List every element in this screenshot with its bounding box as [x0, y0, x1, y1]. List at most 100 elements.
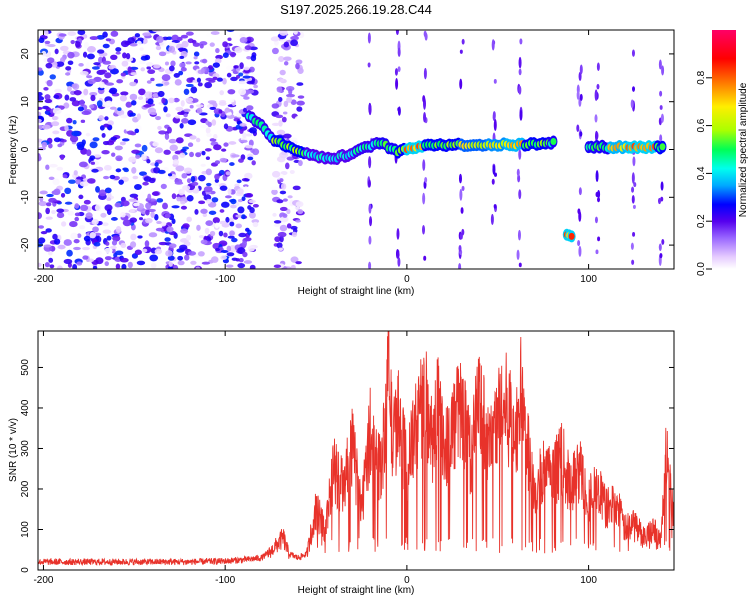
noise-speckle	[85, 132, 91, 137]
noise-speckle	[219, 90, 225, 96]
noise-speckle	[164, 133, 170, 140]
noise-speckle	[167, 126, 172, 134]
noise-speckle	[281, 116, 287, 123]
noise-speckle	[155, 227, 164, 232]
streak-speckle	[597, 197, 601, 203]
noise-speckle	[238, 232, 247, 238]
noise-speckle	[238, 72, 244, 77]
noise-speckle	[76, 141, 85, 148]
noise-speckle	[206, 198, 212, 204]
signal-point	[550, 137, 557, 145]
noise-speckle	[44, 262, 50, 268]
streak-speckle	[461, 38, 465, 45]
noise-speckle	[79, 181, 89, 187]
noise-speckle	[155, 45, 162, 51]
noise-speckle	[168, 138, 177, 144]
noise-speckle	[141, 153, 147, 161]
noise-speckle	[183, 241, 191, 247]
y-tick-label: -20	[20, 237, 31, 252]
noise-speckle	[278, 247, 284, 251]
noise-speckle	[190, 175, 196, 183]
streak-speckle	[367, 179, 371, 188]
noise-speckle	[241, 214, 246, 220]
noise-speckle	[296, 106, 303, 112]
noise-speckle	[102, 229, 112, 234]
streak-speckle	[579, 93, 583, 101]
noise-speckle	[239, 128, 244, 134]
noise-speckle	[104, 261, 110, 267]
noise-speckle	[58, 33, 67, 37]
noise-speckle	[141, 144, 148, 152]
noise-speckle	[276, 86, 283, 93]
noise-speckle	[209, 106, 217, 110]
noise-speckle	[126, 130, 135, 135]
noise-speckle	[286, 208, 291, 215]
noise-speckle	[82, 51, 88, 58]
noise-speckle	[103, 164, 112, 171]
noise-speckle	[291, 231, 298, 238]
noise-speckle	[110, 30, 119, 37]
noise-speckle	[103, 175, 110, 180]
noise-speckle	[227, 89, 236, 95]
noise-speckle	[249, 264, 256, 269]
noise-speckle	[204, 148, 212, 152]
streak-speckle	[491, 39, 495, 51]
noise-speckle	[201, 58, 208, 64]
noise-speckle	[92, 226, 99, 233]
streak-speckle	[577, 240, 581, 247]
noise-speckle	[100, 212, 107, 218]
noise-speckle	[76, 261, 83, 266]
noise-speckle	[147, 193, 152, 201]
noise-speckle	[72, 263, 78, 269]
noise-speckle	[41, 141, 48, 148]
noise-speckle	[75, 41, 81, 48]
noise-speckle	[279, 206, 288, 212]
noise-speckle	[271, 47, 279, 55]
noise-speckle	[253, 84, 259, 89]
noise-speckle	[63, 258, 73, 265]
noise-speckle	[43, 244, 52, 248]
streak-speckle	[519, 109, 523, 121]
streak-speckle	[492, 164, 496, 175]
noise-speckle	[276, 129, 286, 136]
streak-speckle	[632, 231, 636, 237]
noise-speckle	[110, 54, 118, 61]
noise-speckle	[231, 237, 238, 243]
noise-speckle	[104, 72, 112, 79]
noise-speckle	[229, 51, 236, 58]
noise-speckle	[118, 179, 124, 185]
noise-speckle	[279, 30, 288, 36]
noise-speckle	[179, 152, 186, 158]
noise-speckle	[210, 31, 220, 35]
streak-speckle	[595, 170, 599, 183]
noise-speckle	[38, 212, 43, 220]
noise-speckle	[134, 183, 142, 191]
noise-speckle	[150, 112, 158, 116]
noise-speckle	[194, 61, 200, 65]
noise-speckle	[53, 188, 61, 196]
noise-speckle	[168, 261, 173, 267]
noise-speckle	[83, 235, 91, 242]
noise-speckle	[73, 238, 80, 244]
streak-speckle	[657, 197, 661, 205]
noise-speckle	[273, 223, 281, 227]
noise-speckle	[97, 220, 103, 226]
noise-speckle	[167, 255, 175, 261]
snr-frame	[37, 330, 675, 571]
noise-speckle	[62, 174, 68, 179]
spectrogram-marks	[38, 30, 667, 269]
noise-speckle	[276, 242, 283, 249]
noise-speckle	[203, 194, 212, 201]
noise-speckle	[290, 39, 299, 47]
noise-speckle	[172, 159, 180, 165]
noise-speckle	[52, 107, 62, 115]
noise-speckle	[193, 51, 200, 57]
noise-speckle	[45, 207, 50, 215]
noise-speckle	[189, 135, 197, 140]
streak-speckle	[632, 204, 636, 209]
noise-speckle	[56, 208, 65, 213]
noise-speckle	[111, 240, 118, 246]
noise-speckle	[110, 136, 118, 141]
noise-speckle	[64, 187, 72, 195]
noise-speckle	[38, 225, 45, 229]
